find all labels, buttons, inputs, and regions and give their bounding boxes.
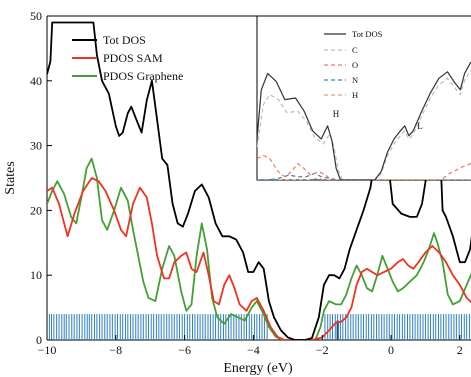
x-tick-label: −8 <box>109 343 122 357</box>
series-line-pdos-graphene <box>47 157 471 340</box>
inset-legend-label-tot-dos: Tot DOS <box>352 29 383 39</box>
main-legend: Tot DOS PDOS SAM PDOS Graphene <box>72 33 183 83</box>
inset-legend: Tot DOS C O N H <box>324 29 383 100</box>
x-tick-label: 0 <box>388 343 394 357</box>
y-tick-label: 40 <box>30 74 42 88</box>
inset-legend-label-o: O <box>352 60 358 70</box>
x-tick-label: −6 <box>178 343 191 357</box>
legend-label-tot-dos: Tot DOS <box>103 33 146 47</box>
x-axis-label: Energy (eV) <box>223 361 293 376</box>
legend-label-pdos-graphene: PDOS Graphene <box>103 69 183 83</box>
inset-frame <box>256 15 471 181</box>
x-tick-label: −4 <box>247 343 260 357</box>
inset-series-line-n <box>257 172 471 180</box>
y-ticks: 0 10 20 30 40 50 <box>30 9 52 347</box>
x-ticks: −10 −8 −6 −4 −2 0 2 <box>38 335 463 357</box>
x-tick-label: −10 <box>38 343 57 357</box>
y-tick-label: 30 <box>30 139 42 153</box>
inset-annotation-h: H <box>333 109 340 119</box>
inset-legend-label-c: C <box>352 45 358 55</box>
inset-legend-label-h: H <box>352 90 358 100</box>
inset-panel: Tot DOS C O N H H L <box>256 15 471 181</box>
inset-legend-label-n: N <box>352 75 358 85</box>
inset-annotation-l: L <box>417 121 423 131</box>
series-line-tot-dos <box>47 21 471 340</box>
inset-series-line-c <box>257 69 471 180</box>
inset-series-layer <box>257 61 471 180</box>
series-layer <box>47 21 471 340</box>
inset-series-line-tot-dos <box>257 61 471 180</box>
inset-series-line-o <box>257 154 471 180</box>
y-tick-label: 0 <box>36 333 42 347</box>
x-tick-label: 2 <box>457 343 463 357</box>
state-lines <box>48 314 470 340</box>
legend-label-pdos-sam: PDOS SAM <box>103 51 163 65</box>
y-tick-label: 20 <box>30 203 42 217</box>
y-axis-label: States <box>3 161 18 194</box>
y-tick-label: 50 <box>30 9 42 23</box>
series-line-pdos-sam <box>47 177 471 340</box>
x-tick-label: −2 <box>316 343 329 357</box>
y-tick-label: 10 <box>30 268 42 282</box>
